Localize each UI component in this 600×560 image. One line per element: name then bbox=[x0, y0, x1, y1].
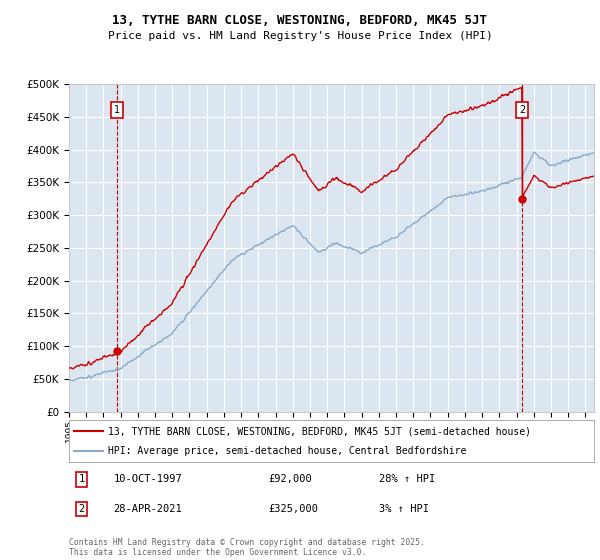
Text: 1: 1 bbox=[79, 474, 85, 484]
Text: 2: 2 bbox=[519, 105, 525, 115]
Text: Contains HM Land Registry data © Crown copyright and database right 2025.
This d: Contains HM Land Registry data © Crown c… bbox=[69, 538, 425, 557]
Text: Price paid vs. HM Land Registry's House Price Index (HPI): Price paid vs. HM Land Registry's House … bbox=[107, 31, 493, 41]
Text: 28% ↑ HPI: 28% ↑ HPI bbox=[379, 474, 435, 484]
Text: 13, TYTHE BARN CLOSE, WESTONING, BEDFORD, MK45 5JT: 13, TYTHE BARN CLOSE, WESTONING, BEDFORD… bbox=[113, 14, 487, 27]
Text: HPI: Average price, semi-detached house, Central Bedfordshire: HPI: Average price, semi-detached house,… bbox=[109, 446, 467, 456]
Text: 13, TYTHE BARN CLOSE, WESTONING, BEDFORD, MK45 5JT (semi-detached house): 13, TYTHE BARN CLOSE, WESTONING, BEDFORD… bbox=[109, 426, 532, 436]
Text: 2: 2 bbox=[79, 504, 85, 514]
Text: £92,000: £92,000 bbox=[269, 474, 312, 484]
Text: 28-APR-2021: 28-APR-2021 bbox=[113, 504, 182, 514]
Text: 10-OCT-1997: 10-OCT-1997 bbox=[113, 474, 182, 484]
Text: £325,000: £325,000 bbox=[269, 504, 319, 514]
Text: 1: 1 bbox=[114, 105, 120, 115]
Text: 3% ↑ HPI: 3% ↑ HPI bbox=[379, 504, 429, 514]
